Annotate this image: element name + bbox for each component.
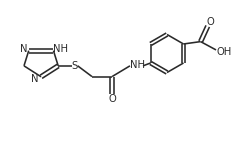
- Text: S: S: [72, 61, 78, 71]
- Text: N: N: [31, 74, 38, 84]
- Text: NH: NH: [130, 60, 145, 70]
- Text: OH: OH: [217, 47, 232, 57]
- Text: NH: NH: [53, 44, 68, 54]
- Text: N: N: [20, 45, 27, 55]
- Text: O: O: [206, 17, 214, 27]
- Text: O: O: [108, 94, 116, 104]
